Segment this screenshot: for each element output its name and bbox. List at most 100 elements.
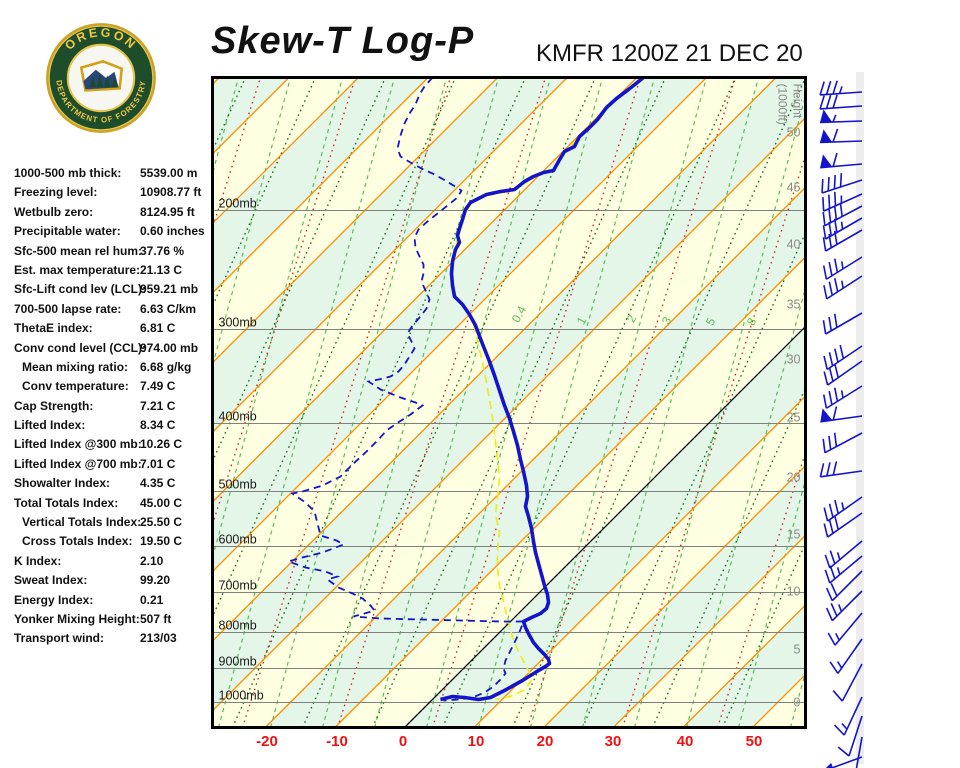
isotherm-line	[212, 77, 359, 225]
index-row: Precipitable water: 0.60 inches	[14, 224, 210, 243]
mixing-ratio-line	[269, 77, 448, 728]
barb-full-feather	[822, 211, 826, 226]
index-value: 25.50 C	[140, 515, 183, 530]
pressure-label: 200mb	[219, 197, 257, 211]
index-row: Lifted Index: 8.34 C	[14, 418, 210, 437]
index-value: 974.00 mb	[140, 340, 199, 355]
barb-flag	[820, 129, 833, 143]
barb-full-feather	[822, 237, 827, 252]
height-tick-label: 45	[787, 181, 801, 195]
index-row: Mean mixing ratio: 6.68 g/kg	[14, 360, 210, 379]
barb-full-feather	[833, 175, 836, 190]
temp-tick-label: 40	[676, 733, 694, 750]
band-green	[212, 77, 806, 711]
height-axis-title: Height	[791, 84, 805, 119]
barb-full-feather	[819, 95, 825, 110]
index-label: Precipitable water:	[14, 224, 121, 239]
barb-half-feather	[840, 261, 844, 270]
index-label: Cap Strength:	[14, 398, 94, 413]
barb-full-feather	[833, 218, 838, 233]
barb-full-feather	[832, 461, 838, 476]
barb-full-feather	[830, 583, 838, 597]
wind-barb	[820, 152, 863, 169]
pressure-label: 600mb	[219, 533, 257, 547]
barb-half-feather	[841, 722, 848, 730]
barb-half-feather	[835, 633, 840, 641]
index-row: Total Totals Index: 45.00 C	[14, 496, 210, 515]
pressure-label: 1000mb	[219, 689, 264, 703]
dry-adiabat-line	[212, 77, 317, 308]
barb-full-feather	[832, 406, 838, 421]
wind-barb	[822, 191, 863, 212]
wind-barb	[819, 80, 863, 96]
index-row: Lifted Index @700 mb: 7.01 C	[14, 457, 210, 476]
odf-logo: OREGON DEPARTMENT OF FORESTRY	[46, 23, 156, 133]
wind-barb-column	[819, 72, 864, 768]
chart-frame	[211, 76, 807, 729]
dry-adiabat-line	[511, 77, 806, 728]
barb-full-feather	[828, 390, 833, 405]
station-datetime-label: KMFR 1200Z 21 DEC 20	[536, 40, 803, 67]
barb-full-feather	[824, 554, 831, 569]
barb-full-feather	[824, 569, 831, 584]
barb-full-feather	[825, 94, 832, 109]
barb-half-feather	[841, 502, 845, 511]
barb-full-feather	[832, 152, 838, 167]
index-row: Energy Index: 0.21	[14, 593, 210, 612]
wind-barb	[819, 461, 863, 478]
barb-full-feather	[822, 394, 828, 409]
barb-full-feather	[839, 344, 845, 359]
index-row: Lifted Index @300 mb: 10.26 C	[14, 437, 210, 456]
isotherm-line	[212, 77, 777, 643]
index-row: Sfc-Lift cond lev (LCL): 959.21 mb	[14, 282, 210, 301]
isotherm-line	[212, 77, 499, 364]
index-label: Conv cond level (CCL):	[14, 340, 147, 355]
barb-full-feather	[826, 462, 831, 477]
barb-full-feather	[828, 435, 832, 450]
barb-full-feather	[829, 661, 839, 674]
barb-full-feather	[822, 320, 827, 335]
barb-full-feather	[834, 499, 840, 514]
wind-barb	[823, 512, 863, 538]
barb-full-feather	[827, 632, 836, 646]
dry-adiabat-line	[231, 77, 527, 728]
pressure-label: 800mb	[219, 619, 257, 633]
isotherm-line	[212, 116, 806, 712]
barb-half-feather	[837, 604, 843, 612]
mixing-ratio-line	[529, 77, 708, 728]
dry-adiabat-line	[441, 77, 737, 728]
dry-adiabat-line	[371, 77, 667, 728]
barb-full-feather	[823, 507, 829, 522]
mixing-ratio-line	[217, 77, 396, 728]
barb-half-feather	[836, 661, 843, 669]
wind-barb	[823, 344, 863, 371]
barb-full-feather	[829, 565, 836, 580]
wind-barb	[824, 540, 863, 569]
wind-barb	[822, 312, 863, 335]
barb-half-feather	[832, 114, 837, 123]
barb-full-feather	[828, 194, 831, 209]
barb-full-feather	[833, 387, 839, 402]
dewpoint-curve	[285, 77, 525, 702]
barb-full-feather	[830, 603, 838, 617]
wind-barb	[825, 570, 863, 602]
height-tick-label: 50	[787, 126, 801, 140]
dry-adiabat-line	[212, 77, 387, 463]
wind-barb	[819, 109, 863, 124]
wind-barb	[821, 173, 863, 194]
index-value: 8124.95 ft	[140, 204, 195, 219]
temp-tick-label: 30	[604, 733, 622, 750]
barb-staff	[841, 663, 863, 702]
barb-full-feather	[832, 80, 838, 95]
barb-full-feather	[819, 81, 825, 96]
barb-axis-strip	[856, 72, 864, 764]
barb-full-feather	[823, 371, 829, 386]
barb-full-feather	[832, 94, 838, 109]
barb-full-feather	[819, 463, 825, 478]
height-tick-label: 10	[787, 585, 801, 599]
sounding-indices-panel: 1000-500 mb thick: 5539.00 m Freezing leve…	[14, 166, 210, 651]
pressure-label: 900mb	[219, 655, 257, 669]
wind-barb	[822, 202, 863, 227]
barb-full-feather	[833, 313, 838, 328]
barb-full-feather	[828, 233, 833, 248]
